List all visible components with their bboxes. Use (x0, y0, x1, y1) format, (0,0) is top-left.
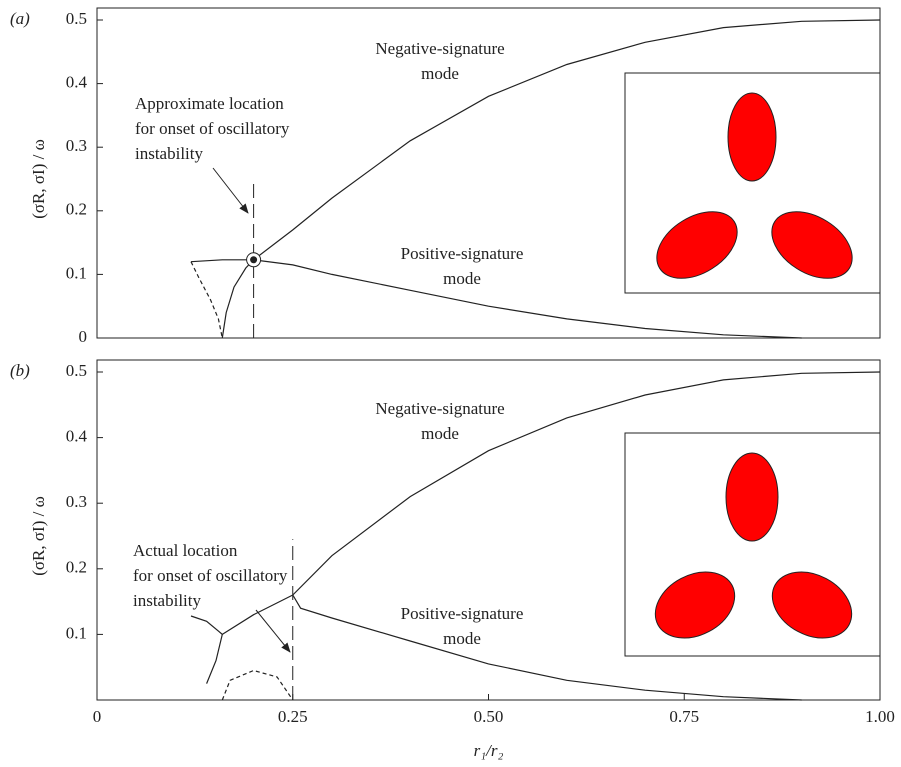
annotation: instability (135, 144, 204, 163)
curve (292, 594, 802, 701)
x-tick-label: 0 (93, 707, 102, 726)
annotation: mode (443, 269, 481, 288)
panel-label: (b) (10, 361, 30, 380)
annotation: instability (133, 591, 202, 610)
y-tick-label: 0.5 (66, 361, 87, 380)
annotation: mode (421, 424, 459, 443)
arrow (255, 609, 291, 653)
curve (190, 259, 802, 339)
y-tick-label: 0.3 (66, 136, 87, 155)
curve (221, 669, 294, 701)
y-tick-label: 0.5 (66, 9, 87, 28)
y-tick-label: 0.4 (66, 73, 88, 92)
annotation: Negative-signature (375, 39, 504, 58)
x-tick-label: 0.25 (278, 707, 308, 726)
annotation: mode (443, 629, 481, 648)
curve (190, 261, 223, 339)
y-tick-label: 0 (79, 327, 88, 346)
panel: (a) (σR, σI) / ω 0 0.1 0.2 0.3 0.4 0.5 Approxima… (10, 7, 881, 346)
annotation: Positive-signature (401, 604, 524, 623)
annotation: for onset of oscillatory (133, 566, 288, 585)
curve (221, 594, 294, 635)
y-tick-label: 0.3 (66, 492, 87, 511)
inset-a (624, 72, 881, 294)
arrow (212, 167, 249, 214)
annotation: mode (421, 64, 459, 83)
y-tick-label: 0.1 (66, 623, 87, 642)
x-tick-label: 0.50 (474, 707, 504, 726)
y-tick-label: 0.4 (66, 427, 88, 446)
annotation: Positive-signature (401, 244, 524, 263)
y-axis-label: (σR, σI) / ω (29, 496, 48, 576)
x-tick-label: 0.75 (669, 707, 699, 726)
inset-b (624, 432, 881, 657)
annotation: Approximate location (135, 94, 284, 113)
annotation: for onset of oscillatory (135, 119, 290, 138)
y-tick-label: 0.1 (66, 263, 87, 282)
x-tick-label: 1.00 (865, 707, 895, 726)
y-tick-label: 0.2 (66, 200, 87, 219)
curve (292, 371, 881, 596)
y-tick-label: 0.2 (66, 558, 87, 577)
onset-point (250, 256, 258, 264)
curve (190, 615, 223, 684)
panel-label: (a) (10, 9, 30, 28)
curve (221, 19, 881, 339)
panel: (b)(σR, σI) / ω0.10.20.30.40.50 0.25 0.50 0… (10, 359, 895, 760)
annotation: Actual location (133, 541, 238, 560)
annotation: Negative-signature (375, 399, 504, 418)
x-axis-label: r₁/r₂ (474, 741, 504, 760)
y-axis-label: (σR, σI) / ω (29, 139, 48, 219)
